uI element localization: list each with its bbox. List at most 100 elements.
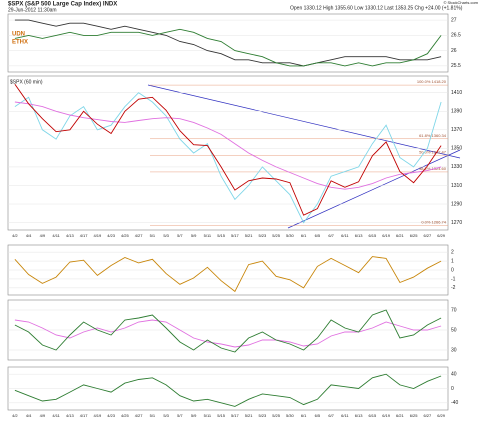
x-tick-label: 5/9: [191, 233, 197, 238]
fib-label: 38.2% 1324.60: [419, 166, 447, 171]
x-tick-label: 6/27: [423, 413, 432, 418]
x-tick-label: 5/25: [272, 233, 281, 238]
x-tick-label: 6/27: [423, 233, 432, 238]
y-tick-label: 0: [451, 386, 454, 392]
x-tick-label: 6/13: [355, 233, 364, 238]
x-tick-label: 4/2: [12, 233, 18, 238]
x-tick-label: 6/21: [396, 233, 405, 238]
x-tick-label: 6/7: [328, 233, 334, 238]
x-tick-label: 4/11: [52, 413, 60, 418]
x-tick-label: 5/23: [258, 413, 267, 418]
x-tick-label: 5/21: [245, 413, 254, 418]
panel-label: $SPX (60 min): [10, 79, 43, 85]
x-tick-label: 6/5: [315, 413, 321, 418]
series-line: [14, 84, 442, 216]
x-tick-label: 4/9: [40, 413, 46, 418]
x-tick-label: 5/9: [191, 413, 197, 418]
y-tick-label: 40: [451, 371, 457, 377]
fib-label: 50.0% 1342.47: [419, 149, 447, 154]
x-tick-label: 5/7: [177, 233, 183, 238]
y-tick-label: -1: [451, 276, 456, 282]
x-tick-label: 5/7: [177, 413, 183, 418]
y-tick-label: 1270: [451, 220, 462, 226]
y-tick-label: 1350: [451, 146, 462, 152]
x-tick-label: 5/3: [163, 413, 169, 418]
x-tick-label: 4/25: [121, 413, 130, 418]
y-tick-label: 1290: [451, 201, 462, 207]
series-line: [14, 373, 442, 407]
x-tick-label: 6/29: [437, 413, 446, 418]
x-tick-label: 4/4: [26, 233, 32, 238]
y-tick-label: 1: [451, 258, 454, 264]
series-line: [14, 319, 442, 348]
y-tick-label: 2: [451, 249, 454, 255]
series-line: [14, 309, 442, 353]
x-tick-label: 5/1: [150, 233, 156, 238]
y-tick-label: 1310: [451, 183, 462, 189]
x-tick-label: 4/23: [107, 233, 116, 238]
y-tick-label: 50: [451, 327, 457, 333]
x-tick-label: 5/17: [231, 413, 240, 418]
x-tick-label: 4/19: [93, 413, 102, 418]
x-tick-label: 4/9: [40, 233, 46, 238]
x-tick-label: 6/29: [437, 233, 446, 238]
x-tick-label: 5/15: [217, 413, 226, 418]
x-tick-label: 6/5: [315, 233, 321, 238]
x-tick-label: 4/13: [66, 413, 75, 418]
x-tick-label: 5/30: [286, 233, 295, 238]
x-tick-label: 5/25: [272, 413, 281, 418]
chart-date: 29-Jun-2012 11:30am: [8, 7, 57, 13]
y-tick-label: 70: [451, 307, 457, 313]
x-tick-label: 5/15: [217, 233, 226, 238]
chart-title: $SPX (S&P 500 Large Cap Index) INDX: [8, 2, 117, 8]
x-tick-label: 5/1: [150, 413, 156, 418]
y-tick-label: 25.5: [451, 63, 461, 69]
series-line: [14, 256, 442, 293]
x-tick-label: 5/23: [258, 233, 267, 238]
series-line: [14, 101, 442, 190]
x-tick-label: 5/30: [286, 413, 295, 418]
x-tick-label: 4/17: [80, 233, 89, 238]
x-tick-label: 5/11: [204, 413, 212, 418]
x-tick-label: 4/23: [107, 413, 116, 418]
x-tick-label: 4/17: [80, 413, 89, 418]
x-tick-label: 6/13: [355, 413, 364, 418]
y-tick-label: -2: [451, 285, 456, 291]
y-tick-label: 0: [451, 267, 454, 273]
x-tick-label: 6/11: [341, 233, 349, 238]
y-tick-label: 26: [451, 48, 457, 54]
x-tick-label: 4/11: [52, 233, 60, 238]
x-tick-label: 6/1: [301, 233, 307, 238]
x-tick-label: 6/11: [341, 413, 349, 418]
x-tick-label: 6/25: [410, 413, 419, 418]
x-tick-label: 6/19: [382, 413, 391, 418]
fib-label: 61.8% 1360.34: [419, 133, 447, 138]
fib-label: 0.0% 1266.74: [421, 220, 446, 225]
x-tick-label: 6/15: [368, 233, 377, 238]
credit: © StockCharts.com: [443, 0, 478, 5]
x-tick-label: 6/7: [328, 413, 334, 418]
y-tick-label: 30: [451, 347, 457, 353]
x-tick-label: 4/19: [93, 233, 102, 238]
x-tick-label: 4/4: [26, 413, 32, 418]
y-tick-label: 1390: [451, 109, 462, 115]
quote: Open 1330.12 High 1355.60 Low 1330.12 La…: [290, 5, 463, 11]
legend-label: UDN: [12, 32, 25, 38]
y-tick-label: -40: [451, 400, 458, 406]
trendline: [147, 84, 461, 159]
panel-frame: [7, 13, 449, 73]
x-tick-label: 5/17: [231, 233, 240, 238]
series-line: [14, 28, 442, 67]
series-line: [14, 19, 442, 67]
x-tick-label: 6/25: [410, 233, 419, 238]
x-tick-label: 6/19: [382, 233, 391, 238]
x-tick-label: 5/21: [245, 233, 254, 238]
x-tick-label: 5/3: [163, 233, 169, 238]
x-tick-label: 4/27: [135, 413, 144, 418]
x-tick-label: 6/1: [301, 413, 307, 418]
x-tick-label: 4/13: [66, 233, 75, 238]
legend-label: ETHX: [12, 40, 28, 46]
y-tick-label: 1370: [451, 127, 462, 133]
